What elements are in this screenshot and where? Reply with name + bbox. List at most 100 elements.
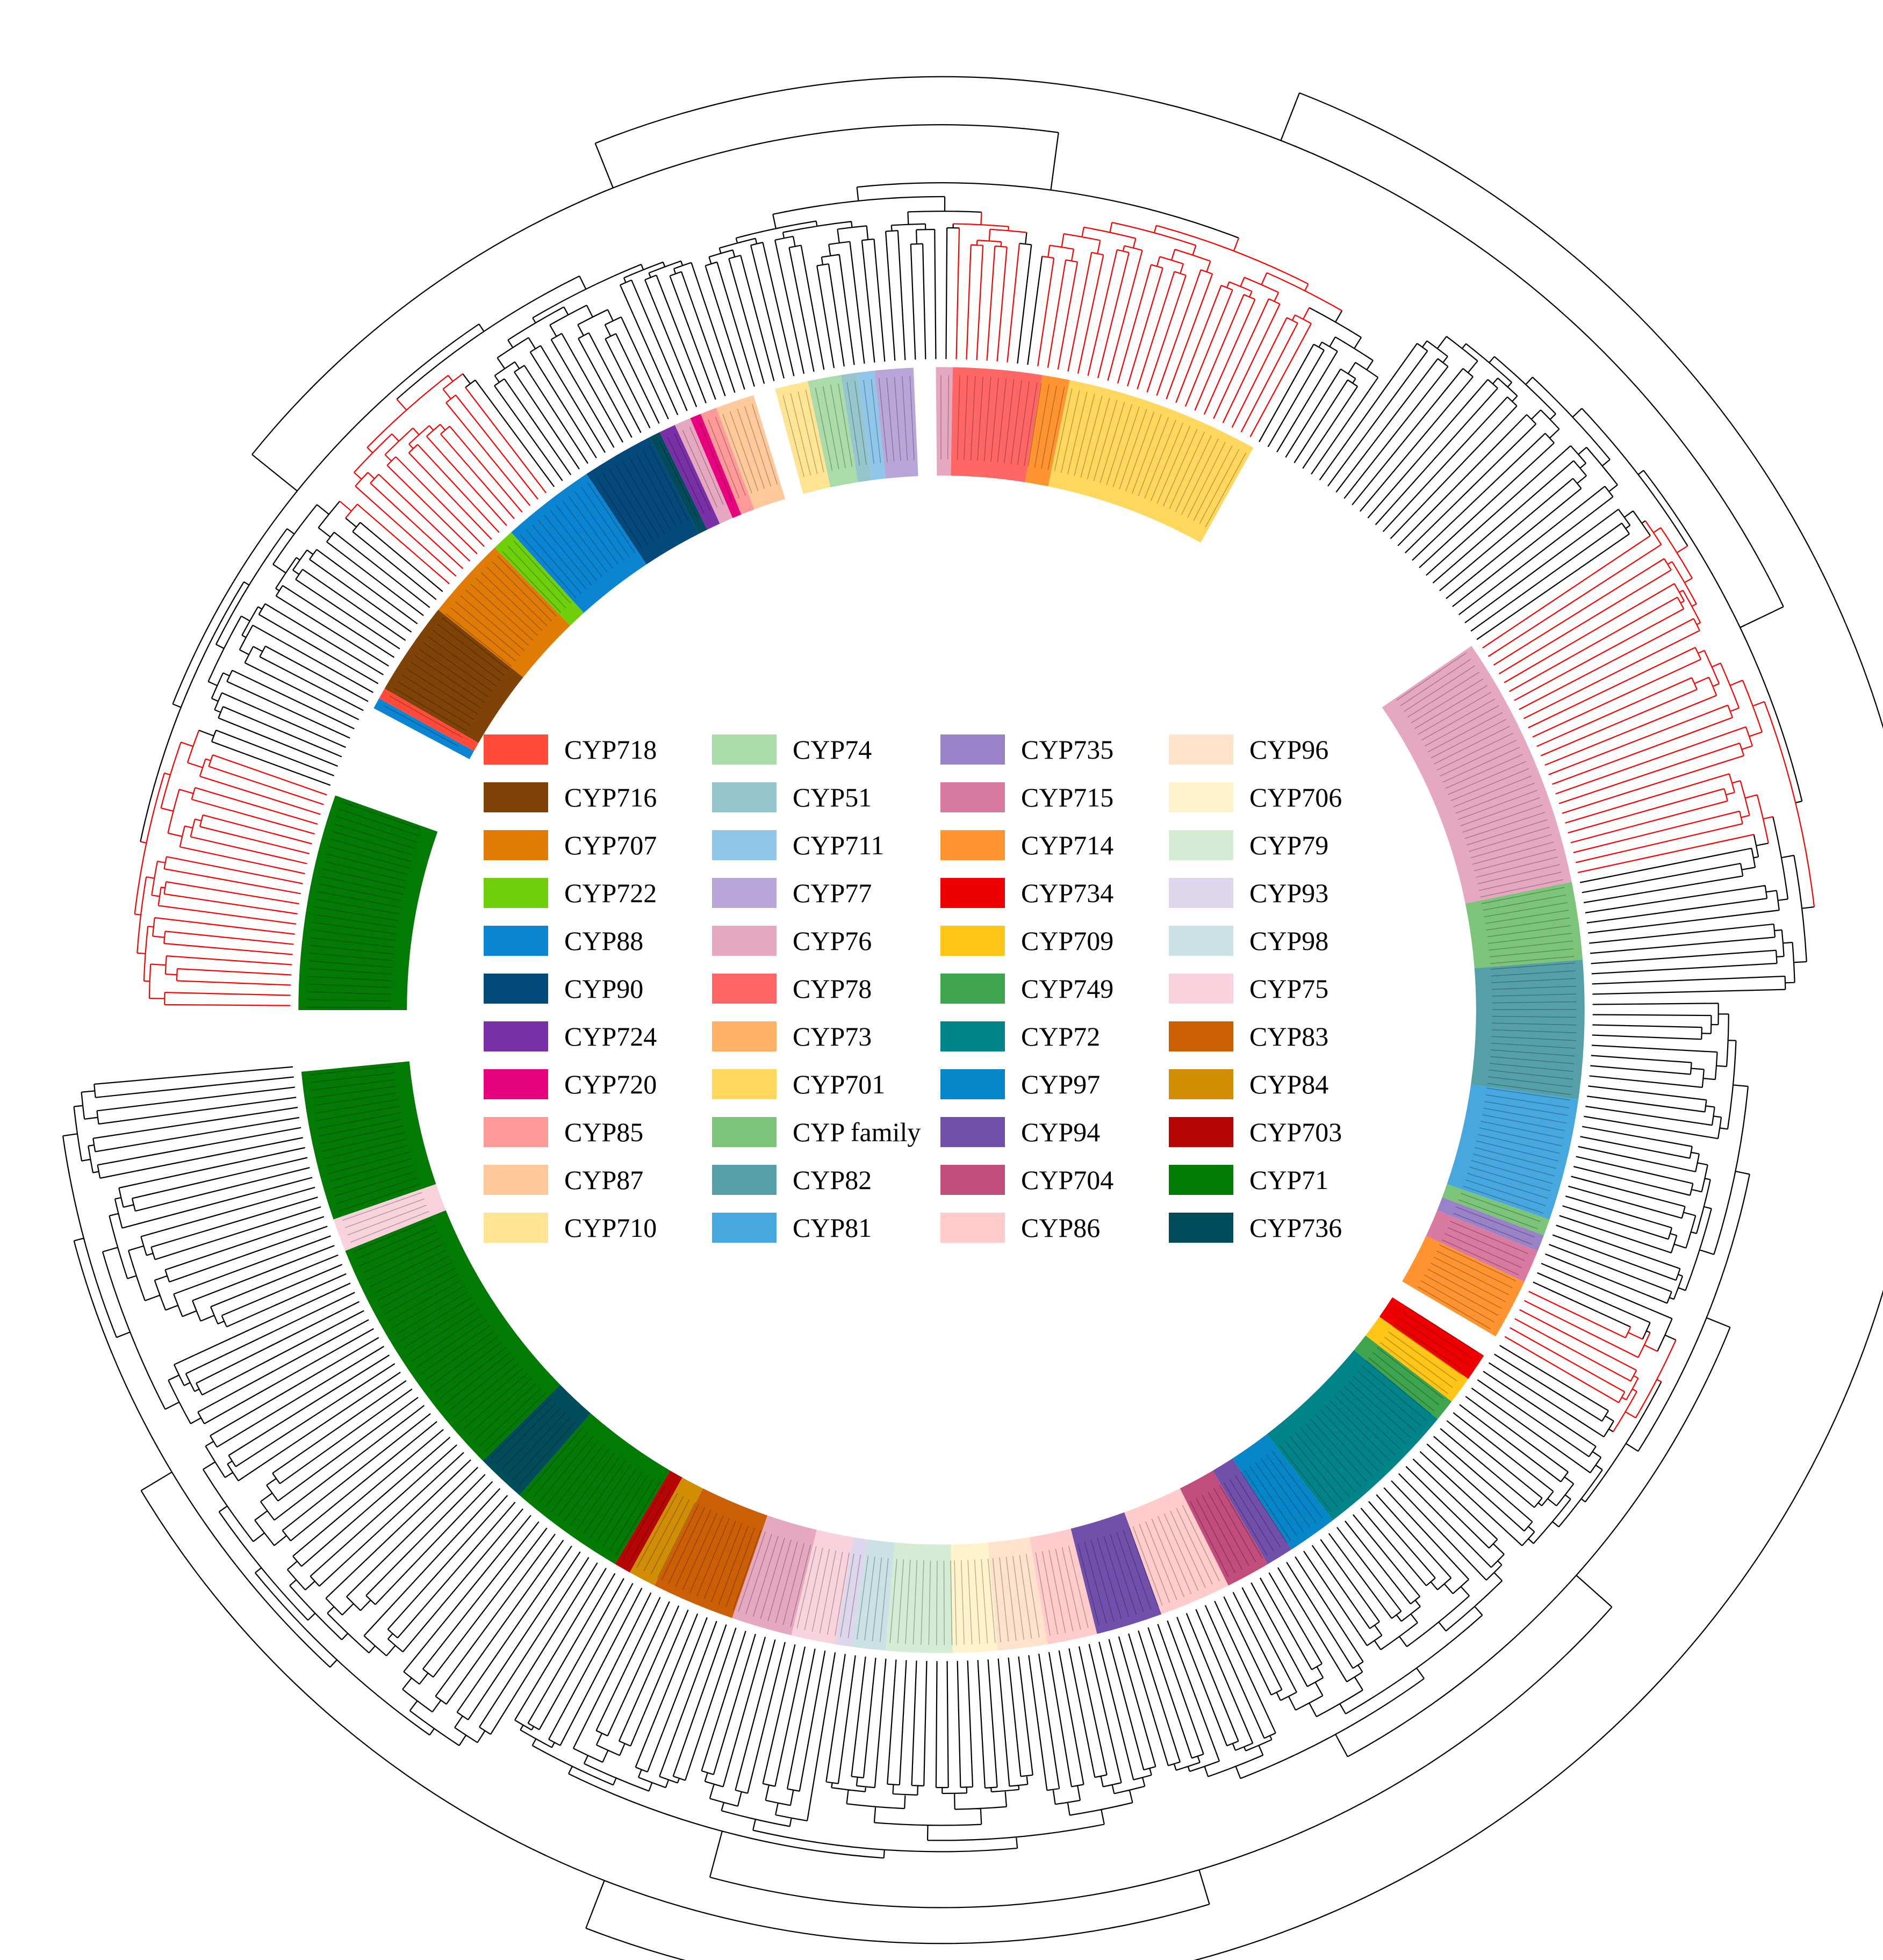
legend-label: CYP736 [1249,1212,1342,1243]
legend-item: CYP707 [484,821,712,869]
legend-swatch [940,1021,1005,1051]
family-sector [345,1210,560,1461]
legend-label: CYP707 [564,830,657,860]
legend-item: CYP93 [1169,869,1397,917]
legend-label: CYP718 [564,734,657,765]
legend-swatch [712,1164,777,1195]
legend-swatch [1169,1021,1233,1051]
legend-label: CYP711 [793,830,885,860]
family-sector [1365,1316,1469,1402]
legend-swatch [940,973,1005,1004]
legend-swatch [940,1069,1005,1099]
family-sector [775,381,831,494]
family-sector [511,474,646,613]
legend-label: CYP87 [564,1164,644,1195]
family-color-ring [298,367,1585,1653]
legend-swatch [484,1116,548,1147]
family-sector [1447,1084,1579,1220]
legend-label: CYP51 [793,782,872,812]
family-sector [519,1413,671,1565]
legend-item: CYP715 [940,773,1169,821]
legend-item: CYP77 [712,869,940,917]
family-sector [835,1537,867,1647]
legend-swatch [712,830,777,860]
family-sector [808,375,858,487]
legend-label: CYP family [793,1116,921,1147]
legend-label: CYP749 [1021,973,1114,1004]
legend-item: CYP87 [484,1156,712,1204]
family-sector [700,408,754,515]
family-sector [1025,375,1070,487]
legend-swatch [940,1116,1005,1147]
legend-item: CYP97 [940,1060,1169,1108]
legend-item: CYP81 [712,1204,940,1251]
legend-label: CYP85 [564,1116,644,1147]
legend-label: CYP701 [793,1069,886,1099]
legend-label: CYP716 [564,782,657,812]
family-sector [1180,1471,1268,1586]
family-sector [298,795,438,1010]
tree-scaled-group [62,76,1883,1960]
legend-item: CYP family [712,1108,940,1156]
legend-item: CYP86 [940,1204,1169,1251]
legend-swatch [484,1021,548,1051]
family-sector [1232,1434,1333,1550]
legend-swatch [712,782,777,812]
family-sector [690,414,742,518]
family-sector [655,1488,768,1618]
legend-label: CYP84 [1249,1069,1329,1099]
legend-swatch [712,925,777,956]
legend-item: CYP704 [940,1156,1169,1204]
legend-swatch [940,925,1005,956]
legend-item: CYP78 [712,964,940,1012]
family-sector [852,1539,895,1651]
family-sector [1471,960,1585,1100]
legend-label: CYP71 [1249,1164,1329,1195]
family-sector [629,1478,703,1586]
legend-swatch [1169,734,1233,765]
family-sector [840,372,872,482]
legend-item: CYP710 [484,1204,712,1251]
family-sector [483,1385,591,1496]
family-sector [586,437,699,565]
family-sector [716,395,786,510]
legend-item: CYP709 [940,917,1169,964]
legend-item: CYP735 [940,725,1169,773]
legend-label: CYP704 [1021,1164,1114,1195]
family-sector [1354,1335,1452,1419]
legend-swatch [484,782,548,812]
family-sector [885,1542,953,1653]
legend-item: CYP711 [712,821,940,869]
legend-label: CYP98 [1249,925,1329,956]
family-sector [1437,1197,1544,1251]
black-branches [62,76,1883,1960]
tree-branches [62,76,1883,1960]
legend-swatch [484,1212,548,1243]
legend-label: CYP88 [564,925,644,956]
legend-swatch [940,830,1005,860]
legend-item: CYP94 [940,1108,1169,1156]
family-sector [373,698,474,759]
legend-swatch [1169,973,1233,1004]
legend-swatch [484,830,548,860]
legend-label: CYP72 [1021,1021,1101,1051]
family-sector [1465,882,1583,968]
family-sector [1124,1488,1228,1615]
family-sector [874,367,918,479]
family-sector [1212,1458,1292,1565]
family-sector [494,532,584,626]
legend-swatch [484,1069,548,1099]
legend-label: CYP714 [1021,830,1114,860]
family-sector [988,1537,1048,1651]
family-sector [615,1471,682,1573]
legend-item: CYP714 [940,821,1169,869]
family-sector [649,432,707,534]
tip-label-marks [306,375,1577,1645]
legend-label: CYP73 [793,1021,872,1051]
legend-swatch [940,1212,1005,1243]
legend-swatch [1169,830,1233,860]
legend-item: CYP83 [1169,1012,1397,1060]
legend-label: CYP93 [1249,877,1329,908]
legend-label: CYP720 [564,1069,657,1099]
